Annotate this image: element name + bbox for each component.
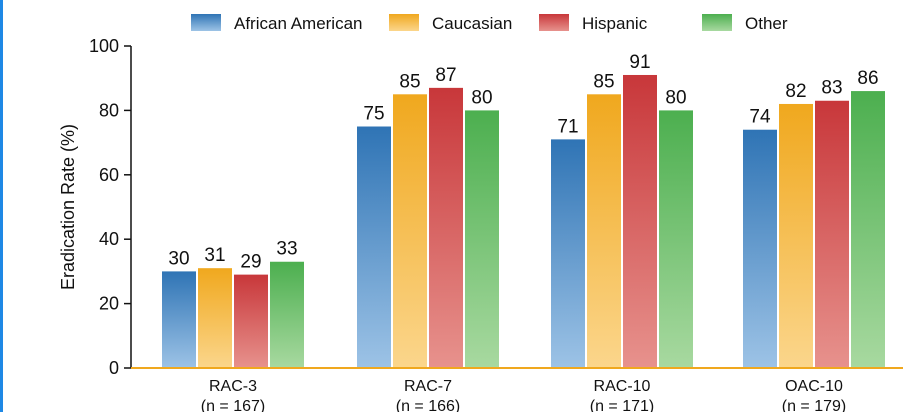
bar-rac-7-african-american bbox=[357, 126, 391, 368]
data-label: 80 bbox=[471, 87, 492, 108]
bar-rac-3-hispanic bbox=[234, 274, 268, 368]
y-tick-label: 100 bbox=[89, 36, 119, 56]
data-label: 71 bbox=[557, 116, 578, 137]
legend-label-hispanic: Hispanic bbox=[582, 14, 648, 33]
bar-oac-10-caucasian bbox=[779, 103, 813, 369]
x-tick-label: RAC-3 bbox=[209, 378, 257, 395]
data-label: 29 bbox=[240, 252, 261, 273]
bar-rac-3-other bbox=[270, 261, 304, 368]
data-label: 85 bbox=[399, 71, 420, 92]
x-tick-label: RAC-7 bbox=[404, 378, 452, 395]
bar-rac-7-other bbox=[465, 110, 499, 369]
bar-oac-10-hispanic bbox=[815, 100, 849, 369]
data-label: 30 bbox=[168, 248, 189, 269]
legend-label-other: Other bbox=[745, 14, 788, 33]
bar-rac-10-african-american bbox=[551, 139, 585, 368]
x-tick-sublabel: (n = 167) bbox=[201, 398, 265, 412]
data-label: 31 bbox=[204, 245, 225, 266]
legend-label-african-american: African American bbox=[234, 14, 363, 33]
bar-rac-10-other bbox=[659, 110, 693, 369]
y-tick-label: 20 bbox=[99, 294, 119, 314]
legend-label-caucasian: Caucasian bbox=[432, 14, 512, 33]
x-tick-sublabel: (n = 179) bbox=[782, 398, 846, 412]
bars: 30 31 29 33 75 85 87 80 71 85 91 80 74 82 83 86 bbox=[162, 52, 885, 369]
y-tick-label: 60 bbox=[99, 165, 119, 185]
bar-rac-7-hispanic bbox=[429, 87, 463, 369]
bar-chart: African American Caucasian Hispanic Other E… bbox=[58, 14, 903, 412]
x-tick-label: OAC-10 bbox=[785, 378, 843, 395]
data-label: 82 bbox=[785, 81, 806, 102]
legend: African American Caucasian Hispanic Other bbox=[191, 14, 788, 33]
legend-swatch-african-american bbox=[191, 14, 221, 31]
data-label: 83 bbox=[821, 78, 842, 99]
data-label: 33 bbox=[276, 239, 297, 260]
y-tick-label: 0 bbox=[109, 358, 119, 378]
bar-rac-3-african-american bbox=[162, 271, 196, 368]
bar-rac-7-caucasian bbox=[393, 94, 427, 369]
data-label: 80 bbox=[665, 87, 686, 108]
bar-rac-3-caucasian bbox=[198, 268, 232, 368]
x-tick-sublabel: (n = 166) bbox=[396, 398, 460, 412]
y-axis: 0 20 40 60 80 100 bbox=[89, 36, 132, 378]
y-axis-label: Eradication Rate (%) bbox=[58, 124, 78, 290]
x-tick-label: RAC-10 bbox=[594, 378, 651, 395]
data-label: 87 bbox=[435, 65, 456, 86]
data-label: 86 bbox=[857, 68, 878, 89]
y-tick-label: 80 bbox=[99, 100, 119, 120]
bar-rac-10-caucasian bbox=[587, 94, 621, 369]
bar-rac-10-hispanic bbox=[623, 74, 657, 368]
data-label: 85 bbox=[593, 71, 614, 92]
data-label: 74 bbox=[749, 107, 771, 128]
x-axis: RAC-3 (n = 167) RAC-7 (n = 166) RAC-10 (n = 1… bbox=[131, 367, 903, 412]
bar-oac-10-african-american bbox=[743, 129, 777, 368]
y-tick-label: 40 bbox=[99, 229, 119, 249]
x-tick-sublabel: (n = 171) bbox=[590, 398, 654, 412]
data-label: 91 bbox=[629, 52, 650, 73]
legend-swatch-other bbox=[702, 14, 732, 31]
bar-oac-10-other bbox=[851, 91, 885, 368]
legend-swatch-hispanic bbox=[539, 14, 569, 31]
legend-swatch-caucasian bbox=[389, 14, 419, 31]
data-label: 75 bbox=[363, 104, 384, 125]
